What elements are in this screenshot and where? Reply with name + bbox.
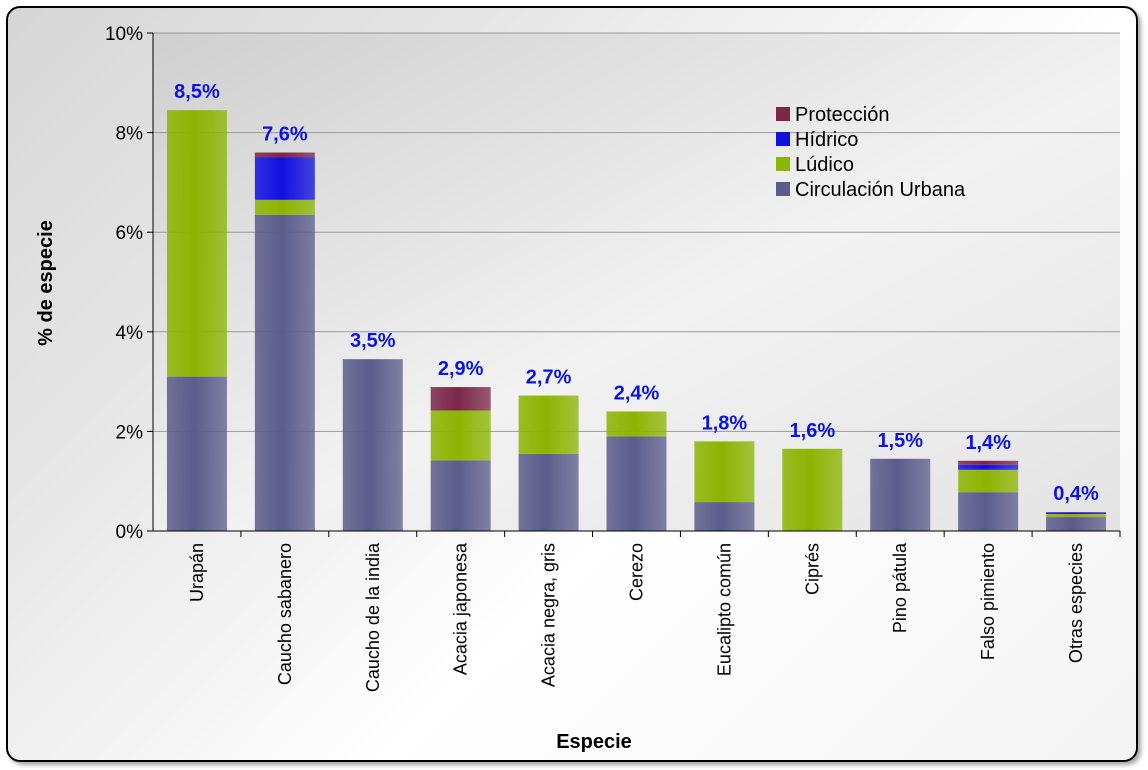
bar-total-label: 1,4%: [965, 432, 1011, 454]
bar-segment: [430, 460, 491, 531]
bar-total-label: 2,4%: [614, 382, 660, 404]
bar-total-label: 3,5%: [350, 330, 396, 352]
x-axis-title: Especie: [556, 731, 632, 753]
bar-segment: [782, 448, 843, 531]
bar-segment: [958, 460, 1019, 465]
bar-segment: [958, 492, 1019, 531]
bar-segment: [694, 441, 755, 503]
bar-segment: [958, 469, 1019, 493]
y-tick-label: 0%: [116, 522, 144, 543]
bar-segment: [870, 458, 931, 531]
bar-segment: [342, 359, 403, 531]
legend-swatch: [776, 132, 790, 146]
x-tick-label: Caucho sabanero: [275, 543, 295, 685]
bar-segment: [1046, 517, 1107, 531]
legend-label: Protección: [795, 104, 890, 126]
bar-segment: [1046, 512, 1107, 513]
y-axis-title: % de especie: [35, 220, 57, 346]
bar-total-label: 8,5%: [174, 81, 220, 103]
x-tick-label: Acacia japonesa: [451, 542, 471, 675]
legend-label: Circulación Urbana: [795, 179, 966, 201]
bar-segment: [606, 436, 667, 531]
x-tick-label: Urapán: [187, 543, 207, 602]
bar-total-label: 1,8%: [702, 412, 748, 434]
bar-segment: [254, 199, 315, 215]
bar-total-label: 1,6%: [790, 420, 836, 442]
bar-total-label: 2,9%: [438, 358, 484, 380]
bar-segment: [254, 152, 315, 158]
y-tick-label: 6%: [116, 223, 144, 244]
bar-segment: [518, 453, 579, 531]
legend-swatch: [776, 107, 790, 121]
bar-segment: [254, 214, 315, 531]
x-tick-label: Falso pimiento: [978, 543, 998, 660]
bar-segment: [694, 502, 755, 531]
bar-total-label: 2,7%: [526, 367, 572, 389]
y-tick-label: 4%: [116, 323, 144, 344]
x-tick-label: Acacia negra, gris: [539, 543, 559, 687]
bar-total-label: 1,5%: [877, 430, 923, 452]
bar-segment: [1046, 514, 1107, 518]
legend-swatch: [776, 182, 790, 196]
y-tick-label: 2%: [116, 422, 144, 443]
y-tick-label: 8%: [116, 124, 144, 145]
bar-segment: [166, 110, 227, 377]
bar-segment: [606, 411, 667, 437]
bar-segment: [430, 410, 491, 461]
bar-segment: [518, 395, 579, 454]
x-tick-label: Caucho de la india: [363, 542, 383, 692]
x-tick-label: Pino pátula: [890, 542, 910, 633]
x-tick-label: Eucalipto común: [714, 543, 734, 676]
bar-segment: [958, 464, 1019, 470]
bar-segment: [166, 376, 227, 531]
legend-label: Hídrico: [795, 129, 858, 151]
legend-label: Lúdico: [795, 154, 854, 176]
bar-segment: [430, 387, 491, 411]
bar-segment: [1046, 512, 1107, 515]
bar-total-label: 7,6%: [262, 124, 308, 146]
y-tick-label: 10%: [105, 24, 143, 45]
x-tick-label: Ciprés: [802, 543, 822, 595]
x-tick-label: Cerezo: [627, 543, 647, 601]
bar-segment: [254, 157, 315, 200]
x-tick-label: Otras especies: [1066, 543, 1086, 663]
bar-total-label: 0,4%: [1053, 483, 1099, 505]
legend-swatch: [776, 157, 790, 171]
